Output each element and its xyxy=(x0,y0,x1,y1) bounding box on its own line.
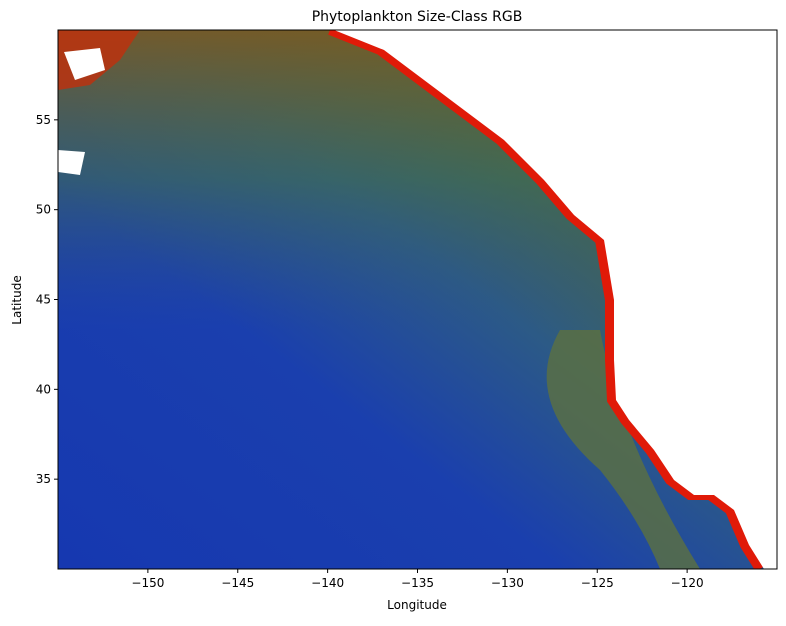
y-axis-label: Latitude xyxy=(10,275,24,324)
x-tick-label: −145 xyxy=(221,576,254,590)
y-tick-label: 50 xyxy=(36,203,51,217)
x-tick-label: −140 xyxy=(311,576,344,590)
x-tick-label: −135 xyxy=(401,576,434,590)
y-tick-label: 55 xyxy=(36,113,51,127)
x-tick-label: −125 xyxy=(581,576,614,590)
x-tick-label: −130 xyxy=(491,576,524,590)
y-tick-label: 45 xyxy=(36,293,51,307)
y-tick-label: 40 xyxy=(36,382,51,396)
chart-title: Phytoplankton Size-Class RGB xyxy=(312,9,523,25)
map-image xyxy=(58,30,777,569)
y-tick-label: 35 xyxy=(36,472,51,486)
x-axis-label: Longitude xyxy=(387,598,447,612)
x-tick-label: −150 xyxy=(131,576,164,590)
x-tick-label: −120 xyxy=(671,576,704,590)
